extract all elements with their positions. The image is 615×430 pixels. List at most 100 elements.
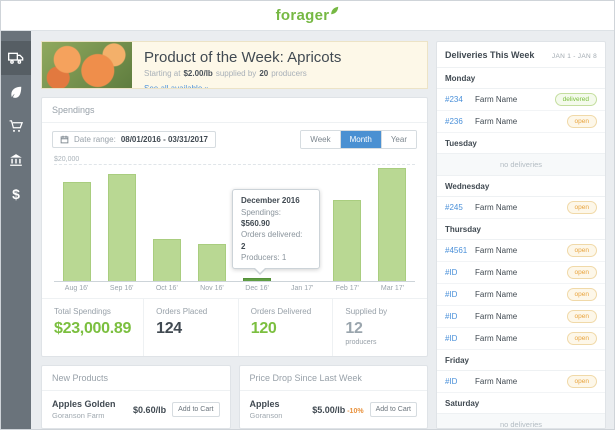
stat-label: Total Spendings xyxy=(54,307,111,316)
new-products-list: Apples Golden Goranson Farm $0.60/lb Add to… xyxy=(42,391,230,428)
toggle-month-button[interactable]: Month xyxy=(339,131,381,148)
day-header: Thursday xyxy=(437,219,605,240)
chart-x-label: Feb 17' xyxy=(335,285,359,292)
chart-bar[interactable] xyxy=(107,173,136,281)
tooltip-orders-value: 2 xyxy=(241,241,246,251)
chart-bar-slot xyxy=(144,165,189,281)
price-drop-card: Price Drop Since Last Week Apples Goranso… xyxy=(238,365,428,429)
add-to-cart-button[interactable]: Add to Cart xyxy=(369,402,417,417)
no-deliveries: no deliveries xyxy=(437,154,605,176)
new-products-card: New Products Apples Golden Goranson Farm $… xyxy=(41,365,231,429)
product-of-week-banner: Product of the Week: Apricots Starting a… xyxy=(41,41,428,89)
deliveries-list: Monday #234 Farm Name delivered #236 Farm Nam… xyxy=(437,68,605,428)
banner-sub-mid: supplied by xyxy=(215,69,257,78)
dollar-icon: $ xyxy=(12,186,20,202)
right-column: Deliveries This Week JAN 1 - JAN 8 Monda… xyxy=(436,41,606,429)
chart-bar[interactable] xyxy=(197,244,226,281)
chart-controls: Date range: 08/01/2016 - 03/31/2017 Week… xyxy=(42,123,427,154)
chart-bar-slot xyxy=(235,165,280,281)
delivery-id-link[interactable]: #ID xyxy=(445,334,458,343)
calendar-icon xyxy=(60,135,69,144)
product-name: Apples xyxy=(249,399,280,409)
status-badge: open xyxy=(566,115,597,128)
product-info: Apples Golden Goranson Farm xyxy=(52,399,116,420)
range-toggle: Week Month Year xyxy=(300,130,417,149)
delivery-id-link[interactable]: #245 xyxy=(445,203,463,212)
delivery-row: #234 Farm Name delivered xyxy=(437,89,605,111)
stat-label: Orders Delivered xyxy=(250,307,312,316)
delivery-id-link[interactable]: #4561 xyxy=(445,246,468,255)
cart-icon xyxy=(9,119,23,132)
left-column: Product of the Week: Apricots Starting a… xyxy=(41,41,428,429)
status-badge: open xyxy=(566,244,597,257)
chart-bar[interactable] xyxy=(333,199,362,281)
banner-sub-prefix: Starting at xyxy=(144,69,181,78)
price-drop-list: Apples Goranson $5.00/lb -10% Add to Cart xyxy=(240,391,428,428)
banner-subtitle: Starting at $2.00/lb supplied by 20 prod… xyxy=(144,69,341,78)
delivery-farm-name: Farm Name xyxy=(475,268,518,277)
banner-price: $2.00/lb xyxy=(183,69,213,78)
delivery-id-link[interactable]: #ID xyxy=(445,377,458,386)
date-range-value: 08/01/2016 - 03/31/2017 xyxy=(120,135,208,144)
add-to-cart-button[interactable]: Add to Cart xyxy=(172,402,220,417)
sidebar-item-produce[interactable] xyxy=(1,75,31,109)
sidebar-item-deliveries[interactable] xyxy=(1,41,31,75)
logo-text: forager xyxy=(275,7,330,24)
see-all-available-link[interactable]: See all available » xyxy=(144,84,209,89)
delivery-id-link[interactable]: #ID xyxy=(445,290,458,299)
deliveries-panel: Deliveries This Week JAN 1 - JAN 8 Monda… xyxy=(436,41,606,429)
truck-icon xyxy=(8,52,24,64)
product-info: Apples Goranson xyxy=(250,399,283,420)
price-change: -10% xyxy=(345,407,364,415)
delivery-farm-name: Farm Name xyxy=(475,117,518,126)
stat-sub: producers xyxy=(345,339,377,346)
stats-row: Total Spendings $23,000.89 Orders Placed 12… xyxy=(42,298,427,356)
date-range-picker[interactable]: Date range: 08/01/2016 - 03/31/2017 xyxy=(52,131,216,148)
stat-value: 120 xyxy=(250,320,277,337)
y-axis-label: $20,000 xyxy=(54,156,80,163)
day-header: Saturday xyxy=(437,393,605,414)
chart-bar[interactable] xyxy=(378,167,407,281)
chart-x-label: Mar 17' xyxy=(380,285,404,292)
bottom-cards-row: New Products Apples Golden Goranson Farm $… xyxy=(41,365,428,429)
chart-bar-slot xyxy=(99,165,144,281)
chart-tooltip: December 2016 Spendings: $560.90 Orders … xyxy=(232,188,320,276)
chart-bar-slot xyxy=(370,165,415,281)
delivery-id-link[interactable]: #ID xyxy=(445,312,458,321)
main-content: Product of the Week: Apricots Starting a… xyxy=(31,31,614,429)
stat-total-spendings: Total Spendings $23,000.89 xyxy=(42,299,143,356)
chart-bar[interactable] xyxy=(243,277,272,281)
chart-x-label: Sep 16' xyxy=(109,285,134,292)
sidebar-nav: $ xyxy=(1,31,31,429)
delivery-id-link[interactable]: #234 xyxy=(445,95,463,104)
product-row: Apples Goranson $5.00/lb -10% Add to Cart xyxy=(240,391,428,428)
chart-bar[interactable] xyxy=(152,239,181,281)
sidebar-item-billing[interactable]: $ xyxy=(1,177,31,211)
delivery-id-link[interactable]: #ID xyxy=(445,268,458,277)
day-header: Monday xyxy=(437,68,605,89)
delivery-farm-name: Farm Name xyxy=(475,290,518,299)
chart-x-label: Aug 16' xyxy=(64,285,89,292)
delivery-farm-name: Farm Name xyxy=(475,203,518,212)
tooltip-spendings-value: $560.90 xyxy=(241,219,270,229)
sidebar-item-cart[interactable] xyxy=(1,109,31,143)
banner-title: Product of the Week: Apricots xyxy=(144,49,342,66)
day-header: Wednesday xyxy=(437,176,605,197)
spendings-card-title: Spendings xyxy=(42,98,427,123)
stat-supplied-by: Supplied by 12 producers xyxy=(332,299,427,356)
logo-leaf-icon xyxy=(331,6,339,15)
leaf-icon xyxy=(11,86,22,98)
status-badge: open xyxy=(566,310,597,323)
delivery-id-link[interactable]: #236 xyxy=(445,117,463,126)
sidebar-item-vendors[interactable] xyxy=(1,143,31,177)
product-price: $5.00/lb -10% xyxy=(312,404,364,415)
product-name: Apples Golden xyxy=(52,399,116,409)
chart-bar[interactable] xyxy=(62,182,91,281)
toggle-year-button[interactable]: Year xyxy=(380,131,416,148)
toggle-week-button[interactable]: Week xyxy=(301,131,340,148)
delivery-farm-name: Farm Name xyxy=(475,246,518,255)
chart-x-label: Dec 16' xyxy=(245,285,269,292)
delivery-row: #ID Farm Name open xyxy=(437,262,605,284)
product-farm: Goranson Farm xyxy=(52,411,105,420)
delivery-farm-name: Farm Name xyxy=(475,95,518,104)
